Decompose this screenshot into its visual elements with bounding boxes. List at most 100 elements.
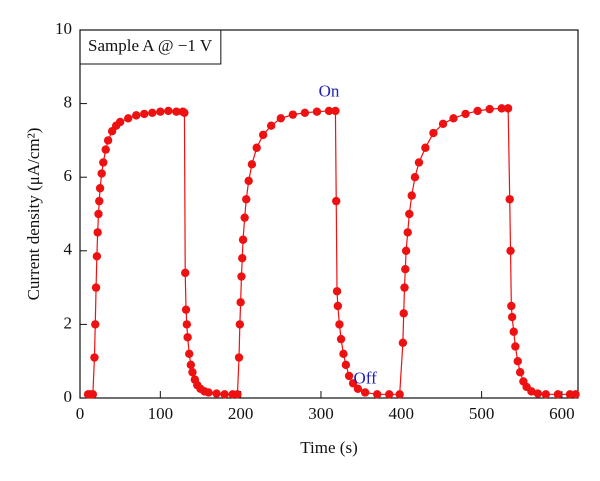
x-tick-label: 500 <box>469 404 495 423</box>
data-point <box>140 109 149 119</box>
data-point <box>339 349 348 359</box>
data-point <box>95 184 105 193</box>
data-point <box>236 298 245 307</box>
data-point <box>247 160 257 169</box>
data-point <box>233 390 242 399</box>
data-point <box>515 368 525 377</box>
data-point <box>185 349 194 359</box>
y-tick-label: 6 <box>64 166 73 185</box>
data-point <box>401 265 410 274</box>
data-point <box>181 305 191 314</box>
data-point <box>97 169 106 178</box>
data-point <box>332 287 342 296</box>
data-point <box>506 246 515 255</box>
data-point <box>288 110 298 119</box>
data-point <box>234 353 244 362</box>
data-point <box>91 320 100 329</box>
data-point <box>180 108 189 118</box>
data-point <box>429 128 438 138</box>
y-tick-label: 8 <box>64 93 73 112</box>
data-point <box>360 388 370 397</box>
data-point <box>344 371 354 381</box>
data-point <box>372 390 382 399</box>
data-point <box>507 312 517 322</box>
data-point <box>485 104 494 114</box>
data-point <box>148 108 157 118</box>
annotation-box <box>79 29 222 65</box>
annotation: Sample A @ −1 V <box>88 36 213 55</box>
data-point <box>385 390 394 399</box>
data-point <box>449 114 458 123</box>
x-tick-label: 200 <box>228 404 254 423</box>
data-point <box>237 272 246 281</box>
data-point <box>123 114 133 123</box>
data-point <box>438 119 448 129</box>
data-point <box>332 196 341 206</box>
data-point <box>238 253 247 263</box>
data-point <box>238 235 248 244</box>
data-point <box>99 158 108 167</box>
data-point <box>156 107 165 116</box>
data-point <box>541 390 551 399</box>
data-point <box>421 143 430 152</box>
data-point <box>507 301 516 311</box>
data-point <box>276 114 286 123</box>
data-point <box>505 195 514 204</box>
data-point <box>188 368 197 377</box>
data-point <box>353 384 363 393</box>
data-point <box>331 106 340 116</box>
data-point <box>182 320 192 329</box>
data-point <box>164 106 173 116</box>
data-point <box>212 389 221 398</box>
data-point <box>473 106 482 116</box>
x-tick-label: 400 <box>389 404 415 423</box>
data-point <box>341 360 351 370</box>
y-tick-label: 4 <box>64 240 73 259</box>
data-point <box>527 387 536 396</box>
data-point <box>94 209 103 219</box>
x-tick-label: 0 <box>76 404 85 423</box>
data-point <box>335 320 344 329</box>
data-point <box>93 228 102 237</box>
data-point <box>324 106 334 116</box>
annotation: On <box>319 81 340 100</box>
data-point <box>398 338 408 347</box>
data-point <box>414 158 424 167</box>
data-point <box>235 320 245 329</box>
data-point <box>92 252 102 261</box>
data-point <box>407 191 416 200</box>
data-point <box>115 117 125 127</box>
data-point <box>101 145 110 154</box>
x-tick-label: 300 <box>308 404 334 423</box>
plot-frame <box>79 29 579 399</box>
x-tick-label: 600 <box>549 404 575 423</box>
data-point <box>242 195 251 204</box>
x-axis-label: Time (s) <box>300 438 357 457</box>
data-point <box>266 121 276 130</box>
data-point <box>405 209 414 219</box>
data-point <box>410 173 420 182</box>
data-point <box>183 333 192 342</box>
data-point <box>509 327 518 336</box>
data-point <box>497 104 506 113</box>
data-point <box>571 390 580 399</box>
data-point <box>103 136 113 145</box>
data-point <box>503 104 513 113</box>
data-point <box>91 283 101 292</box>
y-tick-label: 10 <box>55 19 72 38</box>
data-point <box>401 246 411 255</box>
y-axis-label: Current density (μA/cm²) <box>24 128 43 301</box>
data-line <box>88 107 576 395</box>
data-point <box>348 379 358 388</box>
x-tick-label: 100 <box>148 404 174 423</box>
data-point <box>240 213 249 222</box>
data-point <box>90 353 99 362</box>
data-point <box>186 360 196 370</box>
data-point <box>172 107 181 116</box>
data-point <box>95 196 104 206</box>
data-point <box>553 390 563 399</box>
data-point <box>258 130 268 140</box>
data-point <box>336 334 346 344</box>
data-point <box>181 268 190 278</box>
data-point <box>312 107 322 116</box>
